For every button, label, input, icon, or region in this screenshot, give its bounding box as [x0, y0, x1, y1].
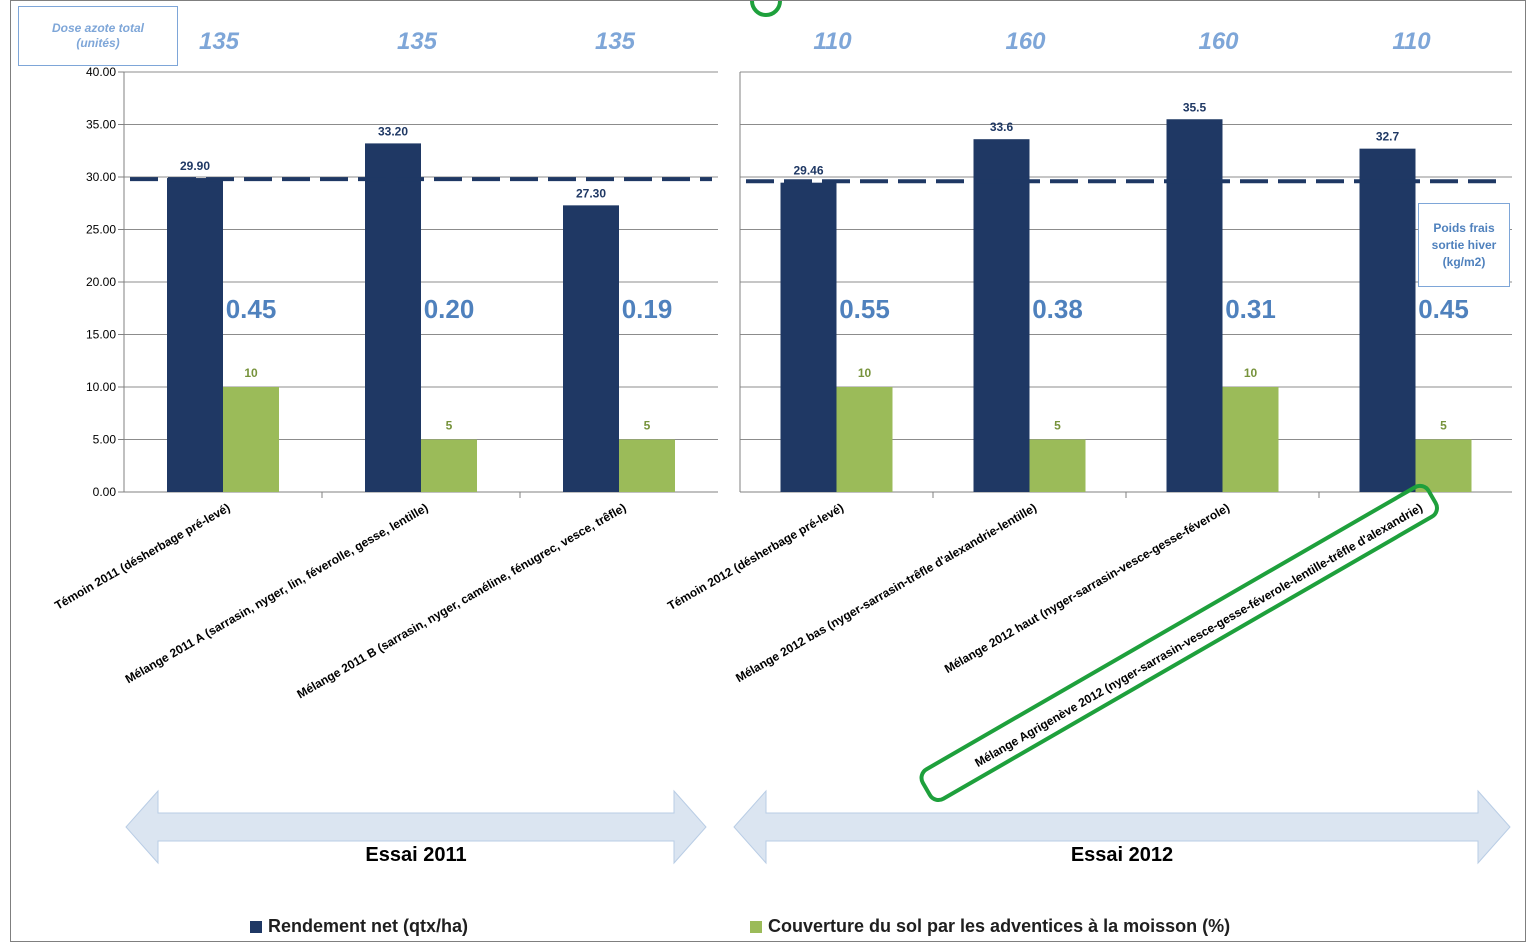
poids-frais-label-line3: (kg/m2) — [1442, 254, 1486, 269]
dose-azote-value: 160 — [1005, 28, 1046, 55]
y-tick-label: 25.00 — [86, 223, 116, 237]
data-label-rendement: 27.30 — [576, 186, 606, 200]
y-tick-label: 5.00 — [93, 433, 117, 447]
essai-arrow — [733, 789, 1511, 865]
category-label: Mélange 2011 A (sarrasin, nyger, lin, fé… — [123, 500, 431, 686]
legend-item-couverture: Couverture du sol par les adventices à l… — [750, 916, 1230, 937]
legend-item-rendement: Rendement net (qtx/ha) — [250, 916, 468, 937]
poids-frais-value: 0.31 — [1225, 294, 1276, 324]
category-label: Mélange 2011 B (sarrasin, nyger, camélin… — [295, 500, 629, 701]
y-tick-label: 20.00 — [86, 275, 116, 289]
data-label-couverture: 10 — [858, 366, 872, 380]
bar-couverture — [1415, 439, 1472, 492]
bar-couverture — [223, 387, 279, 492]
poids-frais-value: 0.55 — [839, 294, 890, 324]
dose-azote-value: 135 — [397, 28, 438, 55]
y-tick-label: 10.00 — [86, 380, 116, 394]
legend-label-couverture: Couverture du sol par les adventices à l… — [768, 916, 1231, 936]
data-label-couverture: 10 — [244, 366, 258, 380]
dose-azote-value: 110 — [813, 28, 852, 55]
legend-swatch-rendement — [250, 920, 262, 933]
y-tick-label: 0.00 — [93, 485, 117, 499]
category-label: Témoin 2011 (désherbage pré-levé) — [52, 500, 232, 612]
poids-frais-value: 0.19 — [622, 294, 673, 324]
dose-azote-label-line1: Dose azote total — [51, 21, 144, 35]
y-tick-label: 35.00 — [86, 118, 116, 132]
dose-azote-value: 160 — [1198, 28, 1239, 55]
essai-arrow — [125, 789, 707, 865]
data-label-couverture: 5 — [644, 419, 651, 433]
bar-couverture — [619, 439, 675, 492]
dose-azote-value: 135 — [595, 28, 636, 55]
legend-label-rendement: Rendement net (qtx/ha) — [268, 916, 469, 936]
category-label: Mélange 2012 bas (nyger-sarrasin-trêfle … — [733, 500, 1039, 685]
data-label-rendement: 32.7 — [1376, 130, 1400, 144]
bar-rendement — [780, 182, 837, 493]
y-tick-label: 40.00 — [86, 65, 116, 79]
bar-couverture — [1222, 387, 1279, 492]
highlight-box — [919, 483, 1439, 802]
dose-azote-label-line2: (unités) — [76, 36, 120, 50]
dose-azote-label-box: Dose azote total (unités) — [18, 6, 178, 66]
legend-swatch-couverture — [750, 920, 762, 933]
bar-rendement — [1166, 119, 1223, 492]
poids-frais-value: 0.38 — [1032, 294, 1083, 324]
bar-rendement — [563, 205, 619, 492]
dose-azote-value: 110 — [1392, 28, 1431, 55]
bar-couverture — [1029, 439, 1086, 492]
data-label-couverture: 5 — [1054, 419, 1061, 433]
data-label-couverture: 5 — [1440, 419, 1447, 433]
bar-couverture — [421, 439, 477, 492]
y-tick-label: 15.00 — [86, 328, 116, 342]
poids-frais-label-line1: Poids frais — [1433, 220, 1495, 235]
data-label-couverture: 10 — [1244, 366, 1258, 380]
data-label-couverture: 5 — [446, 419, 453, 433]
bar-rendement — [365, 143, 421, 492]
bar-couverture — [836, 387, 893, 492]
poids-frais-value: 0.45 — [226, 294, 277, 324]
dose-azote-value: 135 — [199, 28, 240, 55]
data-label-rendement: 35.5 — [1183, 100, 1207, 114]
data-label-rendement: 29.46 — [793, 164, 823, 178]
circle-marker — [750, 0, 782, 17]
bar-rendement — [167, 178, 223, 493]
data-label-rendement: 33.6 — [990, 120, 1014, 134]
essai-label: Essai 2012 — [1071, 844, 1173, 866]
data-label-rendement: 29.90 — [180, 159, 210, 173]
poids-frais-value: 0.20 — [424, 294, 475, 324]
essai-label: Essai 2011 — [365, 844, 466, 866]
bar-rendement — [973, 139, 1030, 492]
bar-rendement — [1359, 148, 1416, 492]
poids-frais-label-box: Poids frais sortie hiver (kg/m2) — [1418, 203, 1510, 287]
poids-frais-label-line2: sortie hiver — [1431, 237, 1497, 252]
poids-frais-value: 0.45 — [1418, 294, 1469, 324]
data-label-rendement: 33.20 — [378, 124, 408, 138]
category-label: Mélange Agrigenève 2012 (nyger-sarrasin-… — [972, 500, 1425, 769]
category-label: Témoin 2012 (désherbage pré-levé) — [665, 500, 846, 612]
y-tick-label: 30.00 — [86, 170, 116, 184]
chart-frame — [10, 0, 1526, 942]
